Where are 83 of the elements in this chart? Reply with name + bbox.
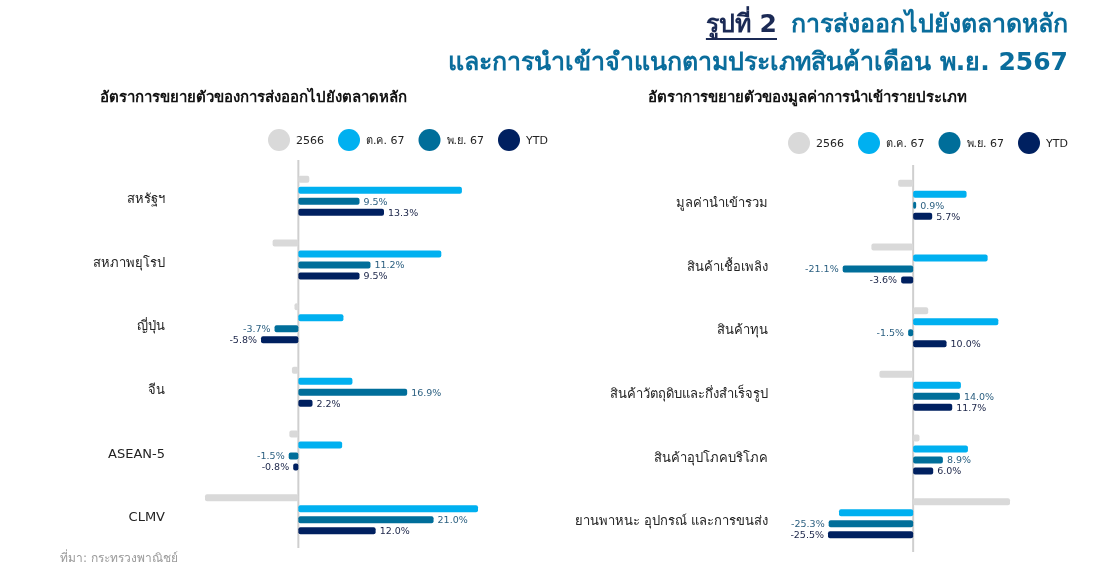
data-label: 8.9% xyxy=(946,454,972,466)
bar xyxy=(298,527,376,535)
data-label: 12.0% xyxy=(379,524,410,536)
y-tick-label: ยานพาหนะ อุปกรณ์ และการขนส่ง xyxy=(574,513,768,530)
bar xyxy=(908,329,914,337)
y-tick-label: สหภาพยุโรป xyxy=(93,254,165,271)
bar xyxy=(298,505,478,513)
bar xyxy=(913,467,934,475)
bar xyxy=(913,340,947,348)
bar xyxy=(298,441,343,449)
data-label: 9.5% xyxy=(363,270,388,282)
bar xyxy=(901,276,914,284)
legend-label: พ.ย. 67 xyxy=(966,137,1004,150)
bar xyxy=(913,392,960,400)
bar xyxy=(261,336,299,344)
legend-label: 2566 xyxy=(816,137,844,150)
data-label: 11.2% xyxy=(374,259,405,271)
bar xyxy=(298,377,353,385)
bar xyxy=(274,325,299,333)
bar xyxy=(298,516,434,524)
bar xyxy=(913,445,968,453)
y-tick-label: สินค้าเชื้อเพลิง xyxy=(687,256,768,274)
data-label: -1.5% xyxy=(876,326,905,338)
data-label: 9.5% xyxy=(363,195,388,207)
y-tick-label: มูลค่านำเข้ารวม xyxy=(676,194,768,211)
y-tick-label: จีน xyxy=(148,381,165,397)
y-tick-label: ASEAN-5 xyxy=(108,445,165,461)
bar xyxy=(298,197,360,205)
bar xyxy=(298,250,442,258)
y-tick-label: สินค้าอุปโภคบริโภค xyxy=(654,449,768,466)
data-label: 10.0% xyxy=(950,337,981,349)
data-label: 21.0% xyxy=(437,513,468,525)
data-label: -0.8% xyxy=(261,461,290,473)
bar xyxy=(839,509,914,517)
bar xyxy=(828,531,914,539)
bar xyxy=(913,190,967,198)
y-tick-label: ญี่ปุ่น xyxy=(137,317,165,335)
bar xyxy=(298,186,462,194)
bar xyxy=(828,520,914,528)
data-label: 13.3% xyxy=(388,206,419,218)
data-label: 5.7% xyxy=(936,210,961,222)
bar xyxy=(298,388,408,396)
y-tick-label: CLMV xyxy=(128,509,166,525)
bar xyxy=(913,318,999,326)
bar xyxy=(298,314,344,322)
data-label: -3.6% xyxy=(869,274,898,286)
text: รูปที่ 2 xyxy=(705,6,777,40)
legend-label: ต.ค. 67 xyxy=(366,134,405,147)
bar xyxy=(913,254,988,262)
bar xyxy=(913,212,933,220)
bar xyxy=(913,381,961,389)
data-label: -1.5% xyxy=(257,450,285,462)
bar xyxy=(298,261,371,269)
bar xyxy=(298,272,360,280)
data-label: 6.0% xyxy=(937,465,962,477)
legend-label: พ.ย. 67 xyxy=(446,134,484,147)
text: ที่มา: กระทรวงพาณิชย์ xyxy=(60,549,178,565)
text: การส่งออกไปยังตลาดหลัก xyxy=(791,8,1068,38)
legend-label: YTD xyxy=(525,134,548,147)
data-label: -21.1% xyxy=(805,263,839,275)
legend-label: YTD xyxy=(1045,137,1068,150)
legend-label: 2566 xyxy=(296,134,324,147)
text: และการนำเข้าจำแนกตามประเภทสินค้าเดือน พ.ย. 2567 xyxy=(448,47,1068,76)
bar xyxy=(842,265,914,273)
bar xyxy=(298,399,313,407)
data-label: -5.8% xyxy=(229,333,258,345)
data-label: -25.3% xyxy=(791,517,825,529)
data-label: 14.0% xyxy=(963,390,995,402)
data-label: 16.9% xyxy=(411,386,442,398)
data-label: 0.9% xyxy=(920,199,945,211)
y-tick-label: สินค้าวัตถุดิบและกึ่งสำเร็จรูป xyxy=(610,383,768,402)
y-tick-label: สหรัฐฯ xyxy=(127,190,165,207)
bar xyxy=(298,208,384,216)
legend-label: ต.ค. 67 xyxy=(886,137,925,150)
data-label: -3.7% xyxy=(242,322,271,334)
bar xyxy=(913,403,953,411)
chart-title: อัตราการขยายตัวของมูลค่าการนำเข้ารายประเภท xyxy=(648,88,967,107)
data-label: 11.7% xyxy=(956,401,987,413)
data-label: 2.2% xyxy=(316,397,341,409)
data-label: -25.5% xyxy=(790,528,824,540)
bar xyxy=(913,456,943,464)
chart-title: อัตราการขยายตัวของการส่งออกไปยังตลาดหลัก xyxy=(100,87,407,106)
y-tick-label: สินค้าทุน xyxy=(717,322,768,339)
